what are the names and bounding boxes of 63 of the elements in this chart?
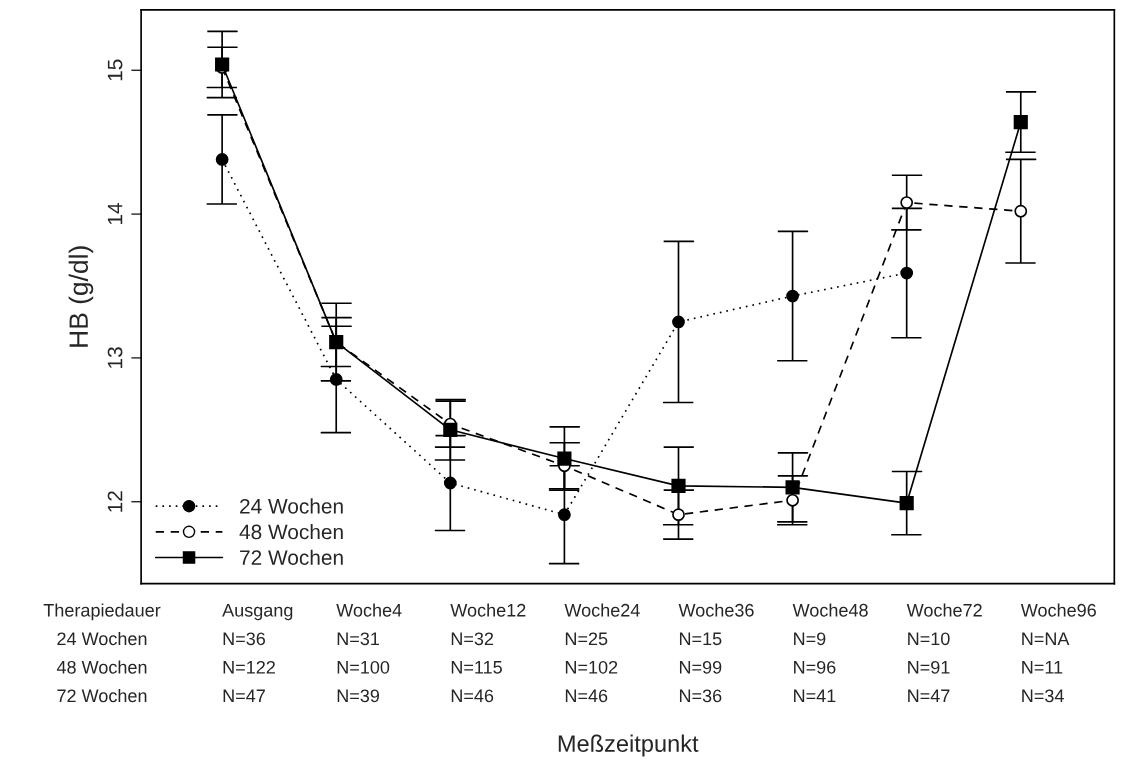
text: N=115 <box>451 661 502 674</box>
x-tick-label: Woche48 <box>792 603 868 617</box>
text: 72 Wochen <box>57 688 147 703</box>
text: N=100 <box>337 660 390 674</box>
text: N=36 <box>679 689 722 703</box>
point <box>443 422 458 437</box>
text: N=39 <box>337 689 380 703</box>
legend-label: 24 Wochen <box>240 498 343 514</box>
y-tick-label: 14 <box>107 203 123 225</box>
point <box>672 508 685 522</box>
text: N=32 <box>451 632 494 646</box>
text: N=99 <box>679 660 722 674</box>
text: N=47 <box>223 689 265 703</box>
point <box>1013 114 1028 130</box>
point <box>557 451 572 466</box>
point <box>672 315 685 329</box>
point <box>671 478 686 493</box>
x-tick-label: Woche4 <box>336 603 402 617</box>
text: N=NA <box>1022 632 1070 645</box>
text: 24 Wochen <box>57 631 147 646</box>
point <box>443 476 457 490</box>
text: N=31 <box>337 632 380 646</box>
text: Therapiedauer <box>43 603 161 621</box>
text: N=96 <box>794 660 836 674</box>
point <box>900 196 914 209</box>
x-tick-label: Woche12 <box>450 603 526 617</box>
x-tick-label: Woche24 <box>564 603 640 617</box>
text: 48 Wochen <box>56 660 147 674</box>
point <box>786 493 799 507</box>
point <box>215 153 229 166</box>
text: N=36 <box>223 632 265 646</box>
y-tick-label: 13 <box>107 347 123 368</box>
legend-label: 48 Wochen <box>239 524 343 540</box>
text: N=11 <box>1022 661 1063 674</box>
point <box>785 480 800 495</box>
y-axis-title: HB (g/dl) <box>68 246 94 347</box>
x-tick-label: Woche96 <box>1020 603 1096 617</box>
text: N=25 <box>565 632 608 646</box>
point <box>329 373 343 386</box>
text: N=102 <box>565 660 618 674</box>
text: N=91 <box>908 660 950 674</box>
text: N=122 <box>223 660 275 674</box>
point <box>558 508 571 522</box>
text: N=15 <box>679 632 722 646</box>
y-tick-label: 12 <box>107 491 123 512</box>
x-tick-label: Ausgang <box>222 604 293 621</box>
x-tick-label: Woche72 <box>906 603 982 617</box>
point <box>786 289 799 303</box>
text: N=46 <box>565 689 608 703</box>
text: N=34 <box>1022 689 1064 703</box>
point <box>215 57 230 72</box>
legend-label: 72 Wochen <box>240 549 343 565</box>
point <box>899 496 914 511</box>
text: N=41 <box>794 689 836 703</box>
text: N=46 <box>451 689 494 703</box>
text: N=9 <box>794 632 826 646</box>
text: N=47 <box>908 689 950 703</box>
point <box>900 266 914 280</box>
text: N=10 <box>908 632 950 646</box>
point <box>1014 204 1028 218</box>
x-tick-label: Woche36 <box>678 603 754 617</box>
y-tick-label: 15 <box>107 59 123 81</box>
x-axis-title: Meßzeitpunkt <box>558 734 699 757</box>
